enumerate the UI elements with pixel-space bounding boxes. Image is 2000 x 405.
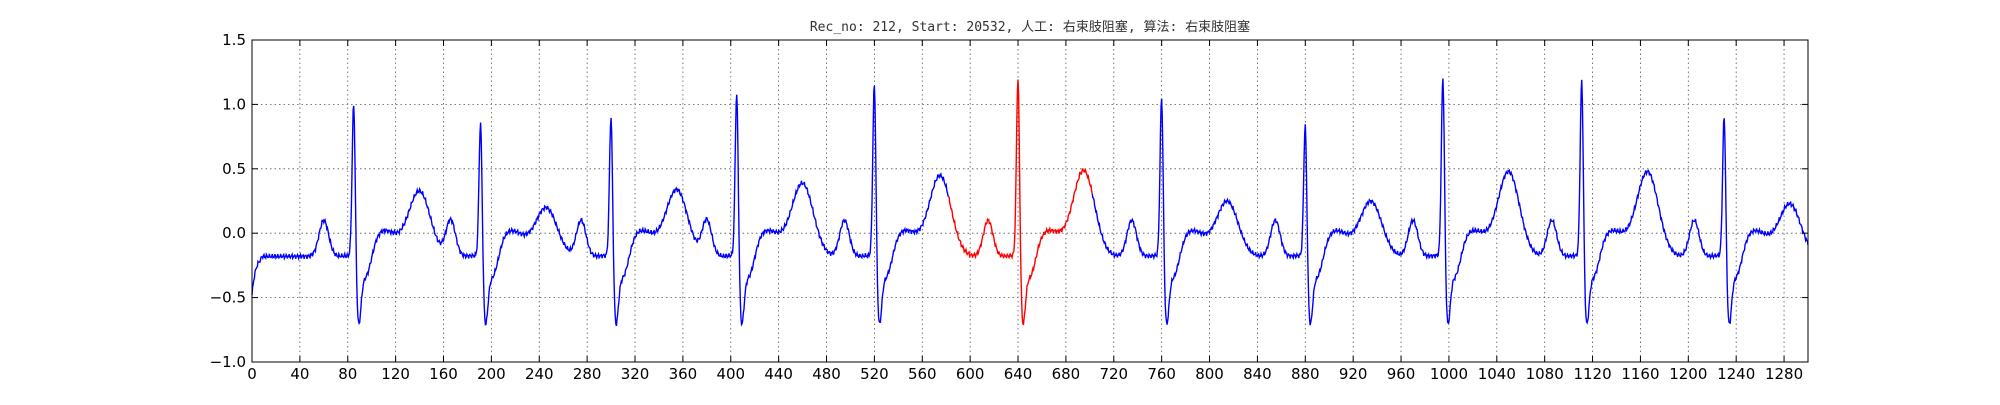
x-tick-label: 760 bbox=[1147, 365, 1176, 383]
x-tick-label: 920 bbox=[1339, 365, 1368, 383]
x-tick-label: 1080 bbox=[1526, 365, 1564, 383]
x-tick-label: 1280 bbox=[1765, 365, 1803, 383]
ecg-signal-line bbox=[251, 78, 1809, 327]
x-tick-label: 120 bbox=[381, 365, 410, 383]
y-tick-label: 0.5 bbox=[222, 160, 246, 178]
x-tick-label: 440 bbox=[764, 365, 793, 383]
x-tick-label: 560 bbox=[908, 365, 937, 383]
chart-title: Rec_no: 212, Start: 20532, 人工: 右束肢阻塞, 算法… bbox=[809, 20, 1251, 35]
x-tick-label: 800 bbox=[1195, 365, 1224, 383]
x-tick-label: 960 bbox=[1387, 365, 1416, 383]
x-tick-label: 1240 bbox=[1717, 365, 1755, 383]
x-tick-label: 160 bbox=[429, 365, 458, 383]
x-tick-label: 320 bbox=[621, 365, 650, 383]
x-tick-label: 1000 bbox=[1430, 365, 1468, 383]
x-tick-label: 880 bbox=[1291, 365, 1320, 383]
x-tick-label: 520 bbox=[860, 365, 889, 383]
x-tick-label: 360 bbox=[669, 365, 698, 383]
x-tick-label: 600 bbox=[956, 365, 985, 383]
x-tick-label: 1200 bbox=[1669, 365, 1707, 383]
y-tick-label: −1.0 bbox=[210, 353, 246, 371]
x-tick-label: 840 bbox=[1243, 365, 1272, 383]
x-tick-label: 1040 bbox=[1478, 365, 1516, 383]
y-tick-label: 1.0 bbox=[222, 95, 246, 113]
x-tick-label: 80 bbox=[338, 365, 357, 383]
x-tick-label: 1160 bbox=[1621, 365, 1659, 383]
x-tick-label: 240 bbox=[525, 365, 554, 383]
x-tick-label: 480 bbox=[812, 365, 841, 383]
ecg-highlight-line bbox=[948, 79, 1093, 326]
y-tick-label: 0.0 bbox=[222, 224, 246, 242]
x-tick-label: 1120 bbox=[1573, 365, 1611, 383]
x-tick-label: 640 bbox=[1004, 365, 1033, 383]
x-tick-label: 200 bbox=[477, 365, 506, 383]
x-tick-label: 280 bbox=[573, 365, 602, 383]
x-tick-label: 680 bbox=[1052, 365, 1081, 383]
x-tick-label: 400 bbox=[716, 365, 745, 383]
x-tick-label: 40 bbox=[290, 365, 309, 383]
x-tick-label: 720 bbox=[1099, 365, 1128, 383]
x-tick-label: 0 bbox=[247, 365, 257, 383]
axes-frame bbox=[251, 39, 1809, 363]
y-tick-label: 1.5 bbox=[222, 31, 246, 49]
y-tick-label: −0.5 bbox=[210, 289, 246, 307]
